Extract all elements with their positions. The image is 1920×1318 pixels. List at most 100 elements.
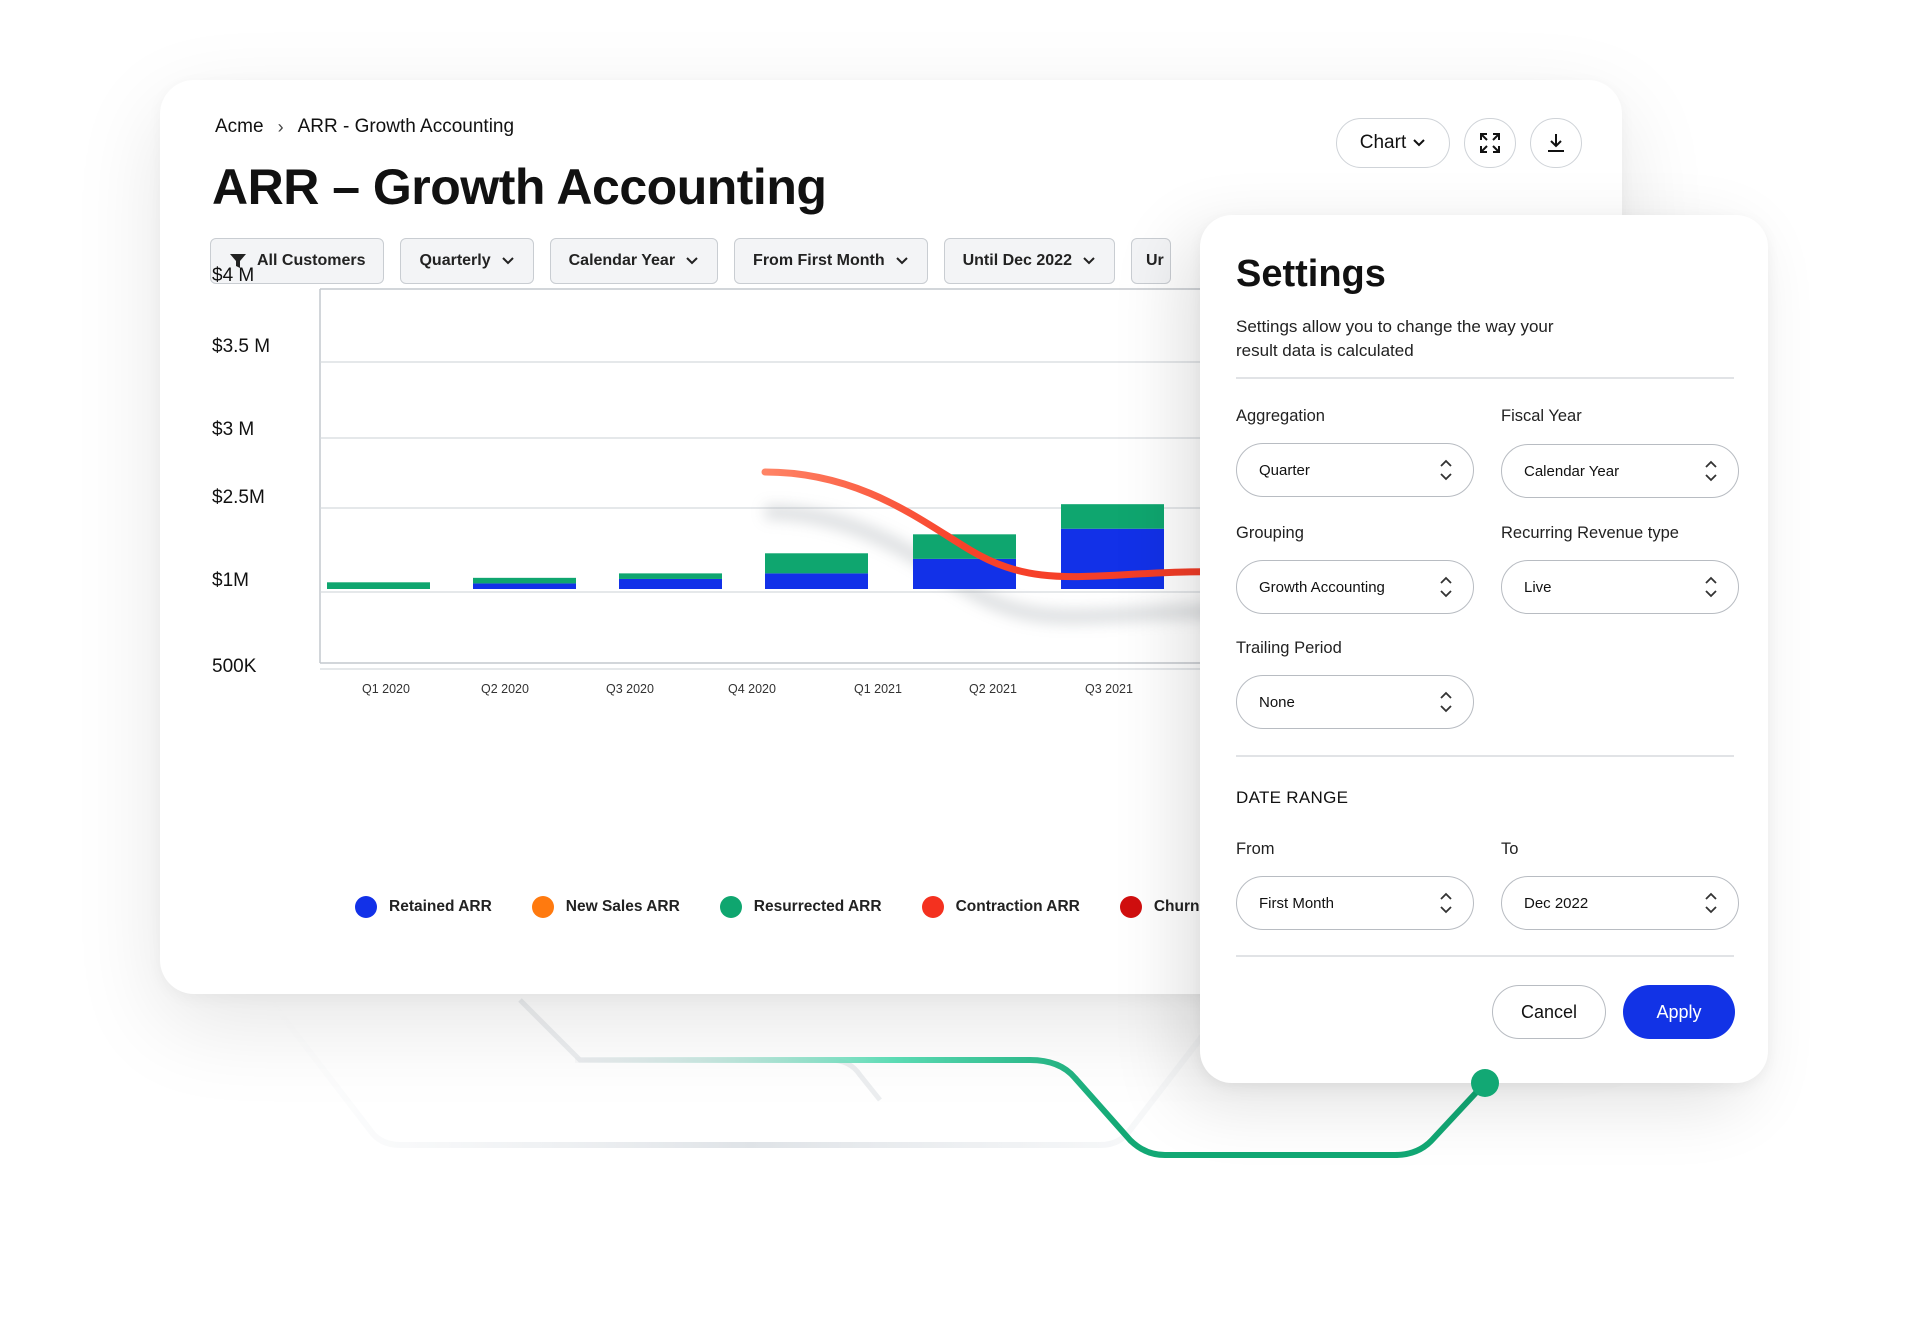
filter-fiscal-year[interactable]: Calendar Year [549, 238, 719, 284]
bar-retained-arr [765, 573, 868, 589]
aggregation-select[interactable]: Quarter [1236, 443, 1474, 497]
filter-partial[interactable]: Ur [1130, 238, 1171, 284]
bar-resurrected-arr [327, 582, 430, 589]
legend-swatch-contraction [921, 896, 944, 918]
cancel-button[interactable]: Cancel [1492, 985, 1606, 1039]
divider [1236, 955, 1734, 957]
page-title: ARR – Growth Accounting [212, 159, 827, 215]
apply-button[interactable]: Apply [1623, 985, 1735, 1039]
aggregation-value: Quarter [1259, 461, 1310, 479]
legend-swatch-retained [355, 896, 377, 918]
legend-swatch-new-sales [531, 896, 554, 918]
from-label: From [1236, 840, 1275, 858]
grouping-select[interactable]: Growth Accounting [1236, 560, 1474, 614]
chevron-down-icon [501, 257, 514, 265]
divider [1236, 377, 1734, 379]
chevron-down-icon [1083, 257, 1095, 265]
trailing-period-label: Trailing Period [1236, 639, 1342, 657]
expand-icon [1480, 133, 1500, 153]
bar-resurrected-arr [765, 553, 868, 574]
legend-swatch-churned [1119, 896, 1142, 918]
legend-item-new-sales[interactable]: New Sales ARR [531, 896, 680, 918]
expand-button[interactable] [1464, 118, 1516, 168]
legend-label: Resurrected ARR [753, 898, 882, 915]
bar-resurrected-arr [1061, 504, 1164, 529]
contraction-arr-line [761, 468, 1264, 581]
filter-label: All Customers [257, 252, 366, 269]
chevron-right-icon: › [277, 116, 284, 137]
filter-bar: All Customers Quarterly Calendar Year Fr… [210, 238, 1171, 284]
bar-retained-arr [473, 583, 576, 589]
x-tick-label: Q2 2021 [969, 682, 1017, 696]
chart-type-label: Chart [1359, 132, 1407, 153]
bar-resurrected-arr [473, 577, 576, 584]
to-value: Dec 2022 [1524, 894, 1589, 912]
y-tick-label: $1M [212, 570, 249, 591]
legend-label: New Sales ARR [565, 898, 680, 915]
legend-item-retained[interactable]: Retained ARR [355, 896, 492, 918]
to-label: To [1501, 840, 1519, 858]
fiscal-year-label: Fiscal Year [1501, 407, 1582, 425]
breadcrumb: Acme › ARR - Growth Accounting [215, 116, 514, 138]
chevron-up-down-icon [1440, 892, 1452, 914]
chevron-up-down-icon [1705, 576, 1717, 598]
x-tick-label: Q2 2020 [481, 682, 529, 696]
chevron-up-down-icon [1440, 459, 1452, 481]
filter-icon [230, 254, 246, 268]
trailing-period-value: None [1259, 693, 1295, 711]
chevron-up-down-icon [1440, 576, 1452, 598]
legend-item-resurrected[interactable]: Resurrected ARR [719, 896, 882, 918]
legend-swatch-resurrected [719, 896, 742, 918]
filter-label: From First Month [753, 252, 885, 269]
settings-panel: Settings Settings allow you to change th… [1200, 215, 1768, 1083]
fiscal-year-select[interactable]: Calendar Year [1501, 444, 1739, 498]
chevron-up-down-icon [1440, 691, 1452, 713]
y-tick-label: $3 M [212, 419, 254, 440]
filter-until[interactable]: Until Dec 2022 [943, 238, 1115, 284]
date-range-heading: DATE RANGE [1236, 788, 1349, 807]
filter-label: Until Dec 2022 [962, 252, 1072, 269]
grouping-value: Growth Accounting [1259, 578, 1385, 596]
filter-all-customers[interactable]: All Customers [210, 238, 385, 284]
revenue-type-value: Live [1524, 578, 1552, 596]
settings-description: Settings allow you to change the way you… [1236, 317, 1554, 360]
chevron-up-down-icon [1705, 460, 1717, 482]
chevron-down-icon [686, 257, 698, 265]
settings-title: Settings [1236, 253, 1386, 295]
legend-label: Retained ARR [389, 898, 492, 915]
revenue-type-select[interactable]: Live [1501, 560, 1739, 614]
chart-legend: Retained ARR New Sales ARR Resurrected A… [355, 896, 1218, 918]
filter-label: Calendar Year [568, 252, 676, 269]
filter-label: Ur [1145, 252, 1164, 269]
aggregation-label: Aggregation [1236, 407, 1325, 425]
x-tick-label: Q4 2020 [728, 682, 776, 696]
top-actions: Chart [1336, 118, 1582, 168]
y-tick-label: $4 M [212, 265, 254, 286]
x-tick-label: Q1 2021 [854, 682, 902, 696]
chart-type-dropdown[interactable]: Chart [1336, 118, 1450, 168]
filter-label: Quarterly [419, 252, 491, 269]
to-select[interactable]: Dec 2022 [1501, 876, 1739, 930]
fiscal-year-value: Calendar Year [1524, 462, 1620, 480]
filter-aggregation[interactable]: Quarterly [400, 238, 534, 284]
x-tick-label: Q1 2020 [362, 682, 410, 696]
from-value: First Month [1259, 894, 1335, 912]
from-select[interactable]: First Month [1236, 876, 1474, 930]
bar-retained-arr [619, 578, 722, 589]
grouping-label: Grouping [1236, 524, 1304, 542]
breadcrumb-current: ARR - Growth Accounting [297, 116, 515, 137]
y-tick-label: $2.5M [212, 487, 265, 508]
y-tick-label: 500K [212, 656, 257, 677]
contraction-line-shadow [764, 505, 1261, 624]
filter-from[interactable]: From First Month [734, 238, 928, 284]
chevron-up-down-icon [1705, 892, 1717, 914]
legend-item-contraction[interactable]: Contraction ARR [921, 896, 1080, 918]
chevron-down-icon [1413, 139, 1425, 147]
download-button[interactable] [1530, 118, 1582, 168]
breadcrumb-root[interactable]: Acme [215, 116, 264, 137]
divider [1236, 755, 1734, 757]
trailing-period-select[interactable]: None [1236, 675, 1474, 729]
revenue-type-label: Recurring Revenue type [1501, 524, 1679, 542]
connector-node-dot [1471, 1069, 1499, 1097]
